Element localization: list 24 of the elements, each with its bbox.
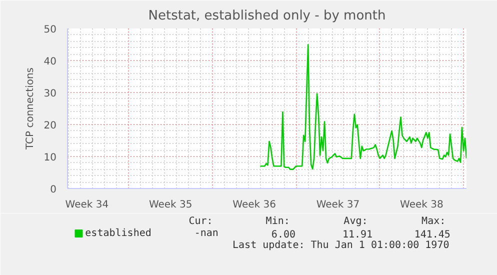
text: 141.45 [414,230,450,240]
text: Last update: Thu Jan 1 01:00:00 1970 [232,240,450,251]
text: Cur: [188,216,213,227]
y-tick-label: 30 [44,88,57,100]
y-tick-label: 50 [44,24,57,36]
y-tick-label: 0 [50,184,57,196]
x-tick-label: Week 38 [400,200,444,210]
x-tick-label: Week 36 [232,200,276,210]
text: 6.00 [271,230,296,240]
text: -nan [194,228,218,239]
y-tick-label: 10 [44,152,57,164]
line-series [260,44,466,170]
legend-label: established [85,228,152,239]
chart-title: Netstat, established only - by month [148,8,386,24]
y-tick-label: 20 [44,120,57,132]
text: Max: [422,216,446,227]
text: 11.91 [342,230,373,240]
x-tick-label: Week 34 [65,200,109,210]
y-axis-title: TCP connections [24,67,36,151]
x-tick-label: Week 37 [316,200,360,210]
text: Min: [266,216,290,227]
text: Avg: [344,216,368,227]
y-tick-label: 40 [44,56,57,68]
x-tick-label: Week 35 [148,200,192,210]
